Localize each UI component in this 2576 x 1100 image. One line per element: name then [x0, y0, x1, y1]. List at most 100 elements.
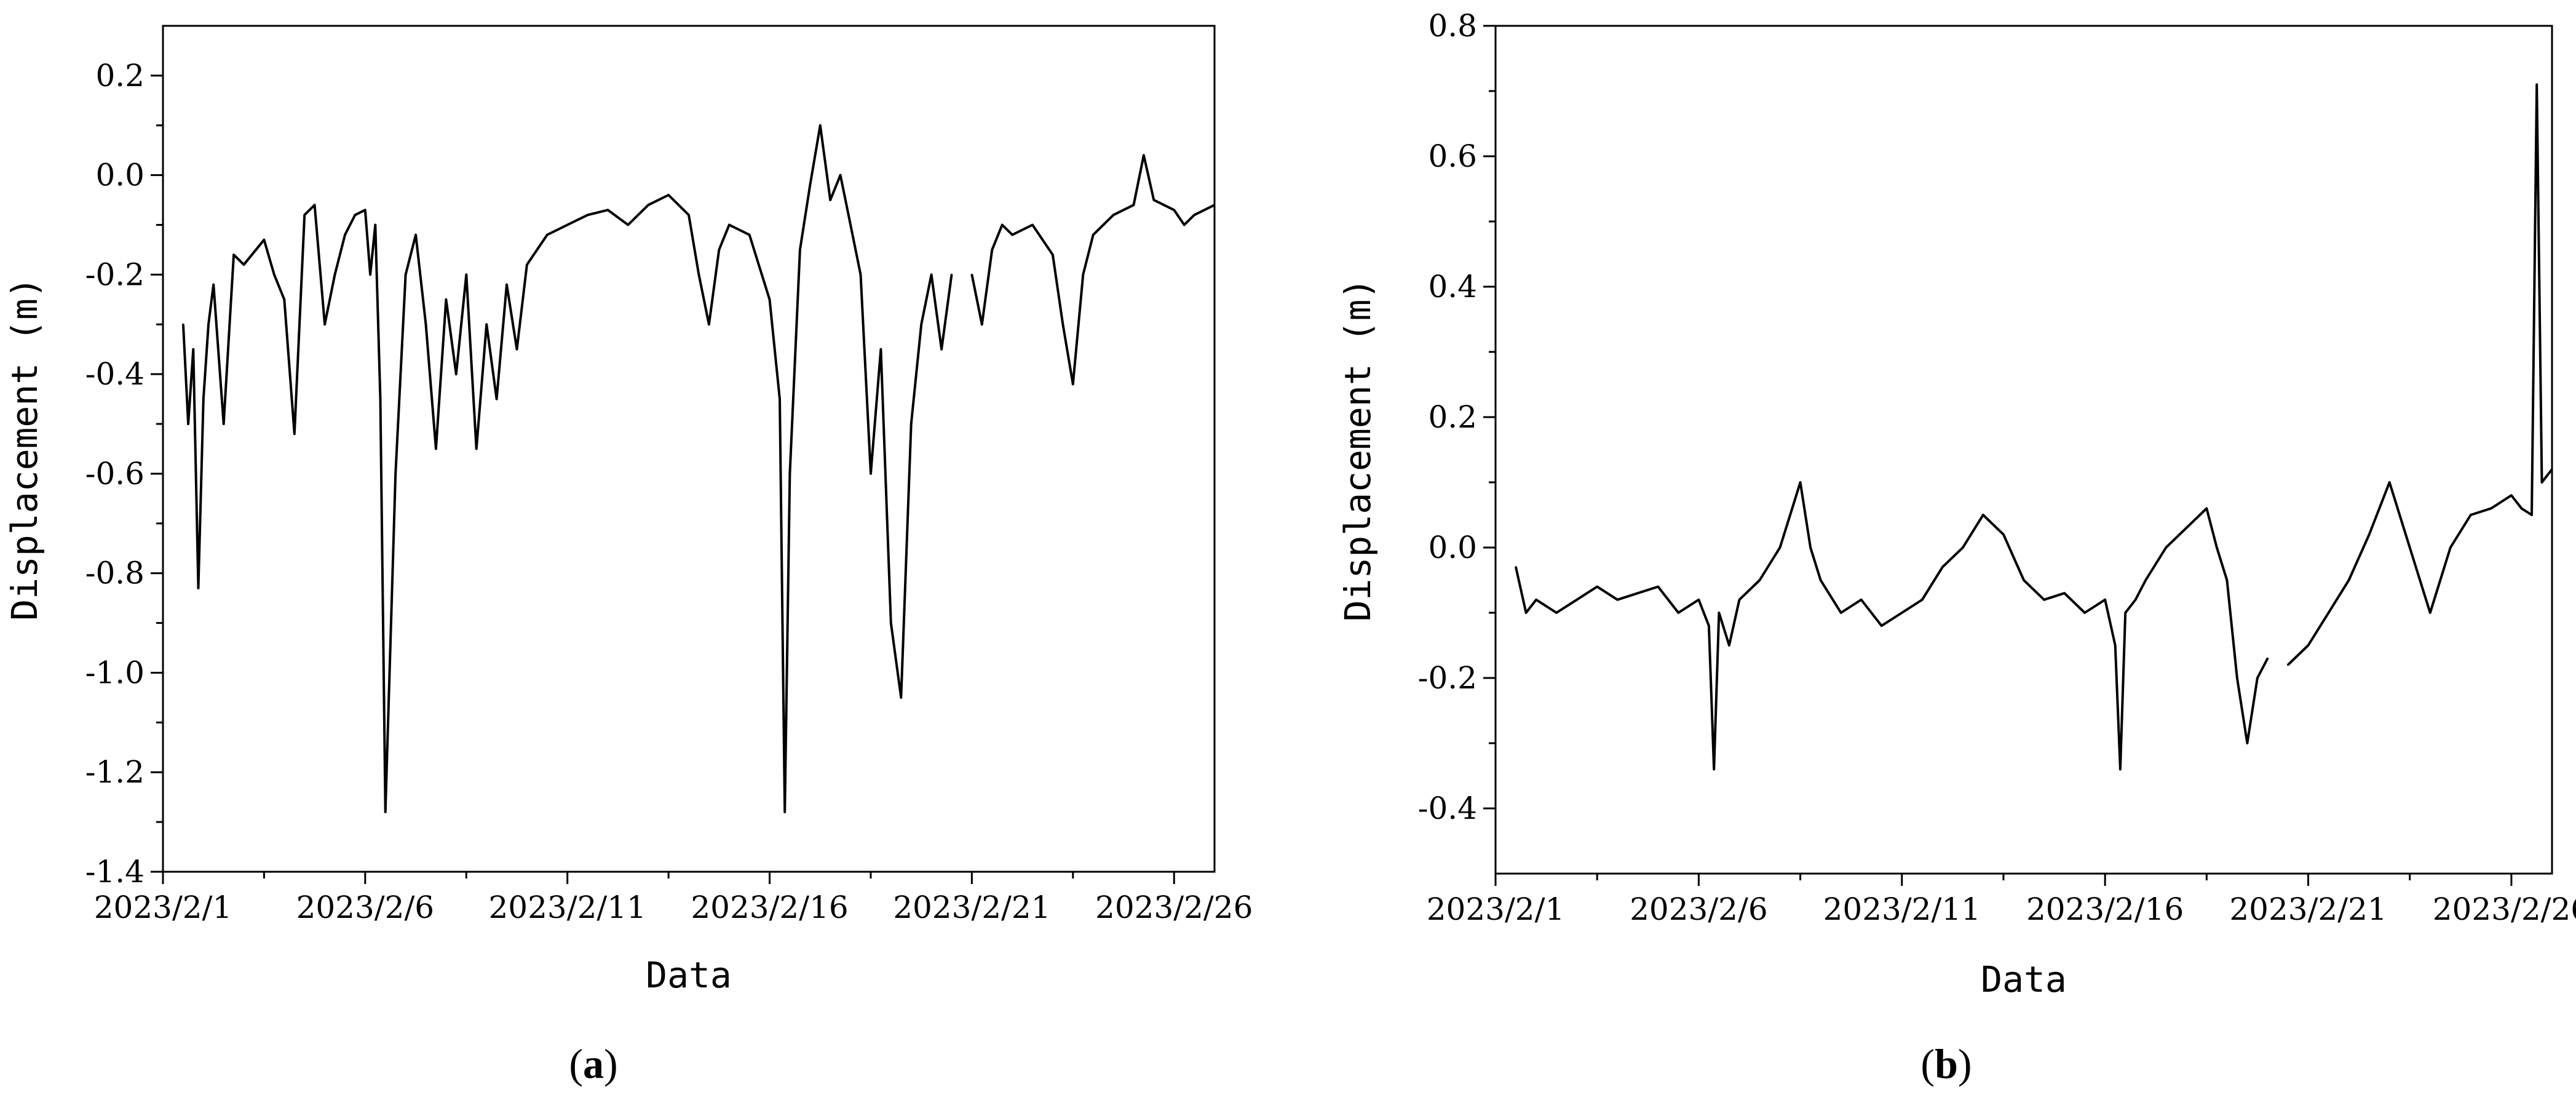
data-point-b [1728, 644, 1730, 647]
data-point-b [1738, 599, 1740, 601]
data-point-a [809, 184, 811, 186]
data-point-b [1799, 481, 1802, 484]
data-point-a [334, 273, 336, 276]
data-point-a [435, 448, 437, 450]
data-point-a [303, 213, 306, 216]
data-point-b [2104, 599, 2106, 601]
chart-panel-a: 0.20.0-0.2-0.4-0.6-0.8-1.0-1.2-1.42023/2… [4, 25, 1253, 996]
data-point-b [1708, 624, 1710, 627]
data-point-a [314, 204, 316, 206]
data-point-a [405, 273, 407, 276]
data-point-b [1901, 612, 1903, 614]
data-point-a [283, 298, 285, 301]
data-point-a [1173, 209, 1175, 211]
chart-panel-b: 0.8 0.6 0.4 0.2 0.0 -0.2 -0.4 2023/2/1 2023/2/6 2… [1337, 8, 2576, 1000]
data-point-b [2246, 742, 2248, 744]
data-point-b [1616, 599, 1619, 601]
data-point-a [505, 284, 508, 286]
data-point-b [2185, 527, 2187, 529]
data-point-b [2267, 657, 2269, 660]
data-point-b [2429, 612, 2431, 614]
series-line-a [181, 124, 1215, 813]
data-point-a [187, 423, 189, 425]
data-point-a [293, 432, 296, 435]
data-point-a [991, 249, 993, 251]
data-point-a [688, 213, 690, 216]
plot-frame-b [1494, 25, 2553, 875]
data-point-a [1082, 273, 1084, 276]
data-point-b [2256, 677, 2259, 679]
data-point-a [930, 273, 933, 276]
data-point-b [1515, 566, 1517, 568]
data-point-b [1941, 566, 1944, 568]
data-point-b [1555, 612, 1558, 614]
x-tick-label-a: 2023/2/21 [893, 890, 1050, 925]
data-point-a [607, 209, 609, 211]
data-point-a [323, 323, 326, 325]
data-point-b [2124, 612, 2126, 614]
data-point-b [1880, 624, 1883, 627]
data-point-a [920, 323, 922, 325]
series-line-b [1515, 83, 2553, 771]
data-point-a [910, 423, 913, 425]
data-point-a [697, 273, 700, 276]
data-point-a [273, 273, 275, 276]
data-point-a [516, 348, 518, 351]
y-tick-label-a: -0.8 [85, 556, 145, 591]
data-point-b [2409, 546, 2411, 549]
x-tick-label-b: 2023/2/11 [1823, 891, 1981, 927]
data-point-b [2307, 644, 2309, 647]
y-axis-title-b: Displacement (m) [1337, 278, 1379, 622]
y-tick-label-b: -0.4 [1418, 791, 1477, 826]
data-point-b [2368, 533, 2371, 536]
data-point-a [879, 348, 882, 351]
data-point-b [2348, 579, 2350, 581]
data-point-b [1575, 599, 1578, 601]
panel-b-label: (b) [1920, 1040, 1972, 1087]
data-point-a [1143, 154, 1145, 156]
data-point-a [379, 398, 381, 401]
x-tick-label-a: 2023/2/11 [489, 890, 646, 925]
data-point-a [1092, 234, 1095, 236]
data-point-a [414, 234, 417, 236]
data-point-b [2119, 768, 2122, 770]
data-point-b [1860, 599, 1863, 601]
x-tick-label-b: 2023/2/26 [2433, 891, 2576, 927]
data-point-a [485, 323, 488, 325]
data-point-a [1133, 204, 1135, 206]
data-point-b [2551, 468, 2553, 471]
data-point-b [2535, 83, 2538, 86]
data-point-b [2287, 664, 2289, 666]
data-point-a [566, 224, 569, 226]
data-point-b [1759, 579, 1761, 581]
data-point-b [2530, 514, 2533, 516]
data-point-a [951, 273, 953, 276]
data-point-b [2520, 507, 2522, 509]
y-tick-label-b: -0.2 [1418, 660, 1477, 696]
data-point-a [374, 224, 376, 226]
data-point-a [1011, 234, 1013, 236]
data-point-b [1779, 546, 1781, 549]
data-point-a [202, 398, 205, 401]
data-point-b [2216, 546, 2218, 549]
data-point-a [212, 284, 215, 286]
data-point-a [940, 348, 943, 351]
x-tick-label-a: 2023/2/6 [296, 890, 435, 925]
data-point-a [783, 811, 786, 813]
data-point-a [587, 213, 589, 216]
data-point-b [1636, 592, 1639, 594]
y-tick-label-b: 0.8 [1428, 8, 1477, 44]
data-point-b [2449, 546, 2452, 549]
data-point-b [2002, 533, 2005, 536]
panel-a-label: (a) [569, 1040, 617, 1087]
data-point-a [667, 194, 670, 196]
data-point-a [207, 323, 210, 325]
y-tick-label-b: 0.4 [1428, 269, 1477, 305]
data-point-a [1112, 213, 1115, 216]
y-tick-label-b: 0.6 [1428, 138, 1477, 174]
data-point-a [788, 472, 791, 475]
data-point-b [2470, 514, 2472, 516]
data-point-b [2490, 507, 2492, 509]
data-point-a [1052, 253, 1054, 256]
